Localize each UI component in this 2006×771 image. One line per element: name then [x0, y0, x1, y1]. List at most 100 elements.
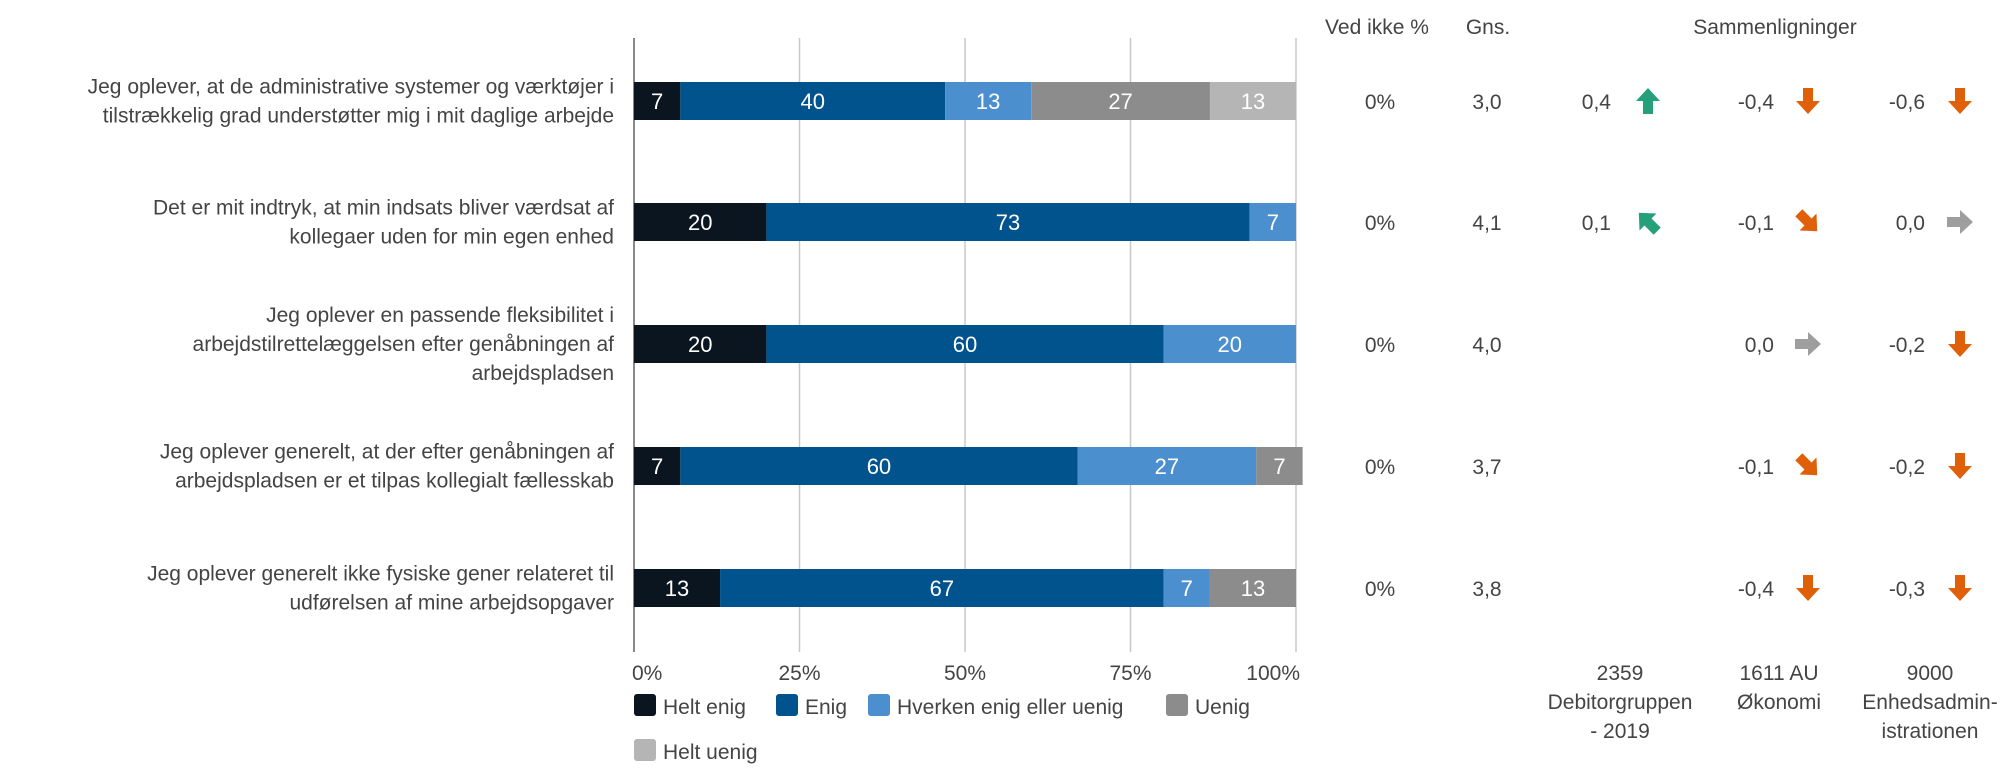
comparison-value: 0,0	[1896, 212, 1925, 235]
legend-label: Enig	[805, 696, 847, 719]
ved-ikke-value: 0%	[1365, 334, 1395, 357]
data-label: 13	[976, 89, 1000, 114]
gns-value: 4,0	[1472, 334, 1501, 357]
legend-label: Uenig	[1195, 696, 1250, 719]
bar-segment	[945, 82, 1032, 120]
comparison-group-label: - 2019	[1590, 720, 1650, 743]
arrow-shape	[1948, 575, 1972, 601]
bar-segment	[634, 82, 681, 120]
gns-value: 4,1	[1472, 212, 1501, 235]
arrow-shape	[1795, 453, 1818, 476]
bar-segment	[720, 569, 1164, 607]
data-label: 67	[930, 576, 954, 601]
bar-segment	[680, 447, 1078, 485]
comparison-value: -0,6	[1889, 91, 1925, 114]
comparison-value: -0,1	[1738, 212, 1774, 235]
header-gns: Gns.	[1466, 16, 1510, 39]
legend-label: Helt enig	[663, 696, 746, 719]
bar-segment	[634, 325, 767, 363]
bars: 7 40 13 27 13 20 73 7 20 60 20 7 60 27 7 13 67 7 13	[634, 82, 1303, 607]
x-tick-label: 25%	[778, 662, 820, 685]
comparison-group-label: 9000	[1907, 662, 1954, 685]
bar-segment	[1249, 203, 1296, 241]
bar-segment	[1163, 325, 1296, 363]
arrow-shape	[1795, 209, 1818, 232]
ved-ikke-value: 0%	[1365, 456, 1395, 479]
comparison-value: 0,4	[1582, 91, 1612, 114]
comparison-value: 0,0	[1745, 334, 1774, 357]
data-label: 7	[651, 454, 663, 479]
bar-segment	[766, 325, 1164, 363]
header-sammenligninger: Sammenligninger	[1693, 16, 1856, 39]
data-label: 7	[651, 89, 663, 114]
arrow-shape	[1947, 210, 1973, 234]
arrow-shape	[1948, 88, 1972, 114]
legend-swatch	[634, 739, 656, 761]
category-label: Jeg oplever, at de administrative system…	[88, 76, 614, 99]
comparison-group-label: istrationen	[1882, 720, 1979, 743]
trend-arrow-icon	[1795, 453, 1818, 476]
header-ved-ikke: Ved ikke %	[1325, 16, 1429, 39]
trend-arrow-icon	[1796, 88, 1820, 114]
trend-arrow-icon	[1948, 88, 1972, 114]
legend-swatch	[1166, 694, 1188, 716]
comparison-group-label: Enhedsadmin-	[1862, 691, 1997, 714]
bar-segment	[634, 569, 721, 607]
category-label: Jeg oplever generelt ikke fysiske gener …	[147, 563, 614, 586]
category-label: kollegaer uden for min egen enhed	[289, 226, 614, 249]
comparison-group-label: 1611 AU	[1739, 662, 1818, 685]
arrow-shape	[1796, 575, 1820, 601]
data-label: 20	[688, 210, 712, 235]
comparison-group-labels: 2359 Debitorgruppen - 2019 1611 AU Økonomi 90…	[1548, 662, 1998, 743]
trend-arrow-icon	[1948, 575, 1972, 601]
legend-label: Hverken enig eller uenig	[897, 696, 1123, 719]
category-labels: Jeg oplever, at de administrative system…	[88, 76, 615, 615]
category-label: arbejdstilrettelæggelsen efter genåbning…	[193, 333, 615, 356]
bar-segment	[634, 203, 767, 241]
category-label: arbejdspladsen er et tilpas kollegialt f…	[175, 470, 614, 493]
x-axis: 0% 25% 50% 75% 100%	[632, 662, 1300, 685]
comparison-value: -0,2	[1889, 334, 1925, 357]
arrow-shape	[1795, 332, 1821, 356]
trend-arrow-icon	[1795, 332, 1821, 356]
gns-value: 3,8	[1472, 578, 1501, 601]
bar-segment	[1209, 569, 1296, 607]
comparison-group-label: Økonomi	[1737, 691, 1821, 714]
category-label: Jeg oplever generelt, at der efter genåb…	[160, 441, 614, 464]
comparison-value: -0,1	[1738, 456, 1774, 479]
data-label: 20	[1218, 332, 1242, 357]
data-label: 7	[1267, 210, 1279, 235]
trend-arrow-icon	[1636, 88, 1660, 114]
legend-label: Helt uenig	[663, 741, 758, 764]
data-label: 13	[1241, 89, 1265, 114]
x-tick-label: 50%	[944, 662, 986, 685]
data-label: 40	[800, 89, 824, 114]
category-label: udførelsen af mine arbejdsopgaver	[289, 592, 614, 615]
gns-value: 3,7	[1472, 456, 1501, 479]
arrow-shape	[1636, 88, 1660, 114]
trend-arrow-icon	[1948, 331, 1972, 357]
trend-arrow-icon	[1947, 210, 1973, 234]
arrow-shape	[1948, 453, 1972, 479]
legend-swatch	[634, 694, 656, 716]
data-label: 13	[665, 576, 689, 601]
data-label: 13	[1241, 576, 1265, 601]
ved-ikke-value: 0%	[1365, 212, 1395, 235]
comparison-group-label: 2359	[1597, 662, 1644, 685]
bar-segment	[1163, 569, 1210, 607]
ved-ikke-value: 0%	[1365, 578, 1395, 601]
arrow-shape	[1948, 331, 1972, 357]
legend-swatch	[776, 694, 798, 716]
data-label: 27	[1108, 89, 1132, 114]
data-label: 73	[996, 210, 1020, 235]
bar-segment	[1077, 447, 1257, 485]
ved-ikke-value: 0%	[1365, 91, 1395, 114]
data-label: 7	[1273, 454, 1285, 479]
gns-value: 3,0	[1472, 91, 1501, 114]
arrow-shape	[1796, 88, 1820, 114]
category-label: arbejdspladsen	[472, 362, 614, 385]
data-label: 20	[688, 332, 712, 357]
comparison-group-label: Debitorgruppen	[1548, 691, 1693, 714]
x-tick-label: 75%	[1109, 662, 1151, 685]
